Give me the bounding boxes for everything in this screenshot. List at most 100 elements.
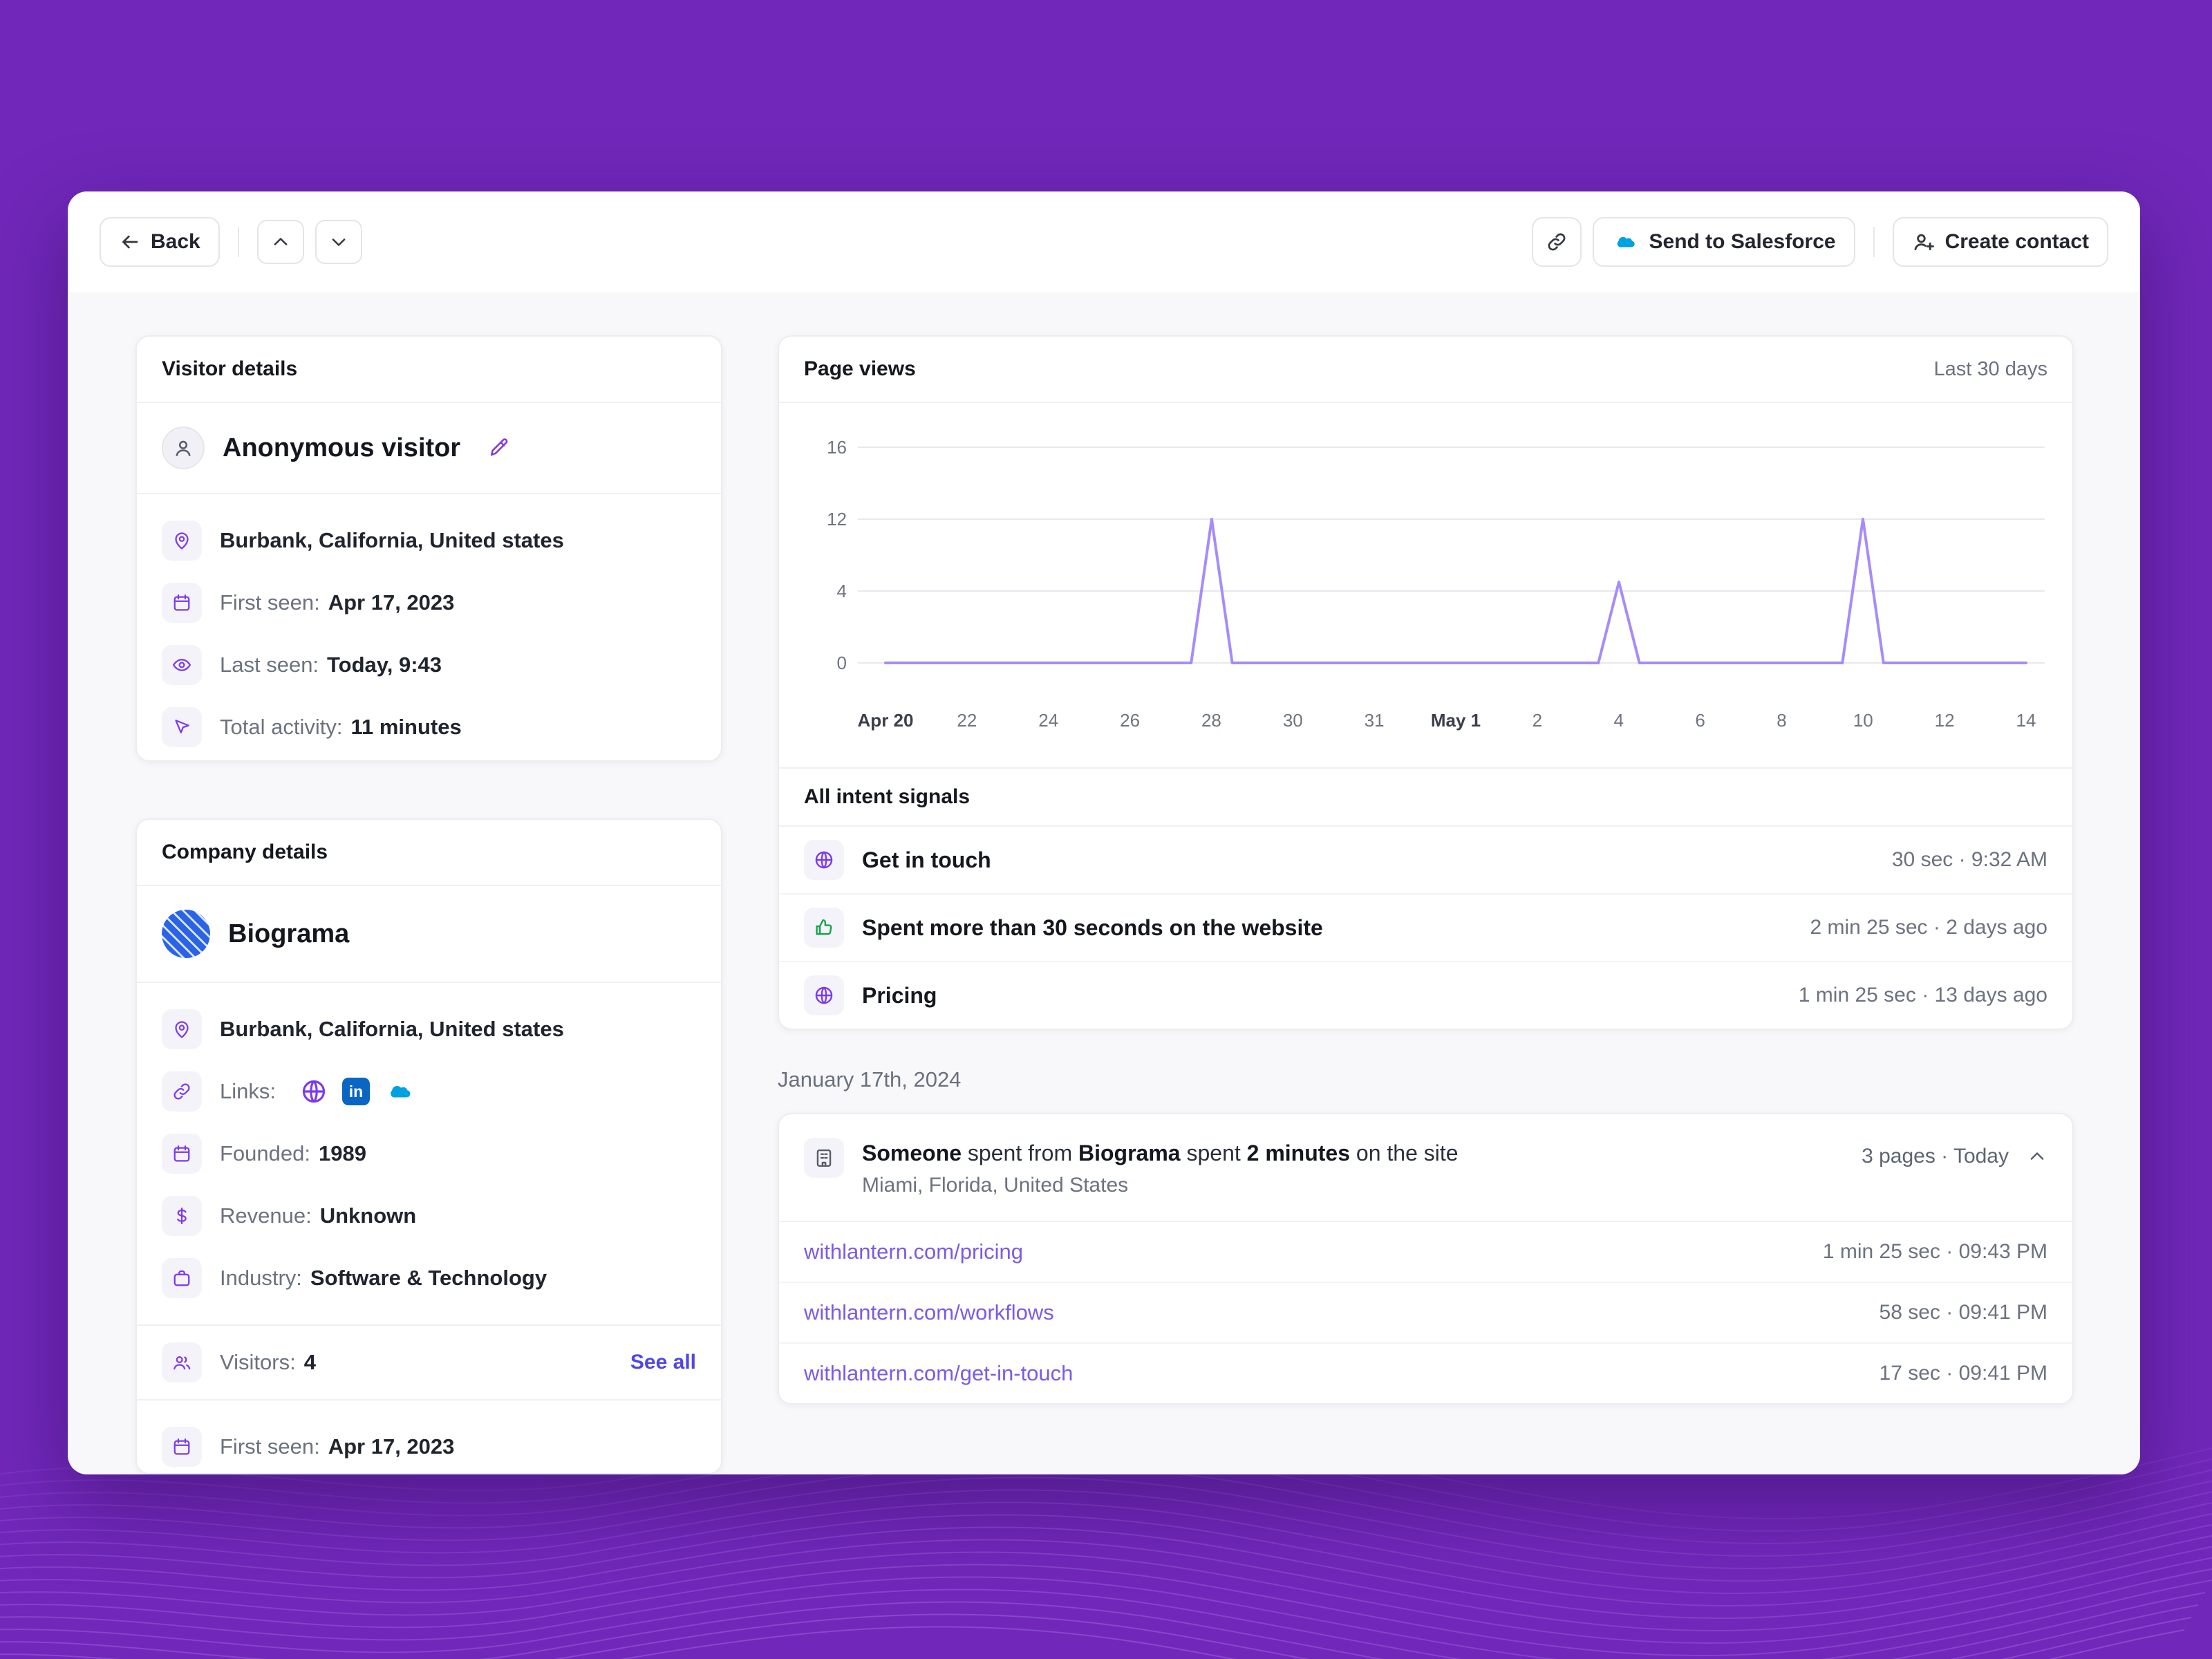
visitor-details-header: Visitor details: [137, 337, 721, 403]
toolbar-divider: [1873, 227, 1875, 257]
salesforce-icon[interactable]: [384, 1080, 417, 1103]
back-button-label: Back: [151, 230, 200, 253]
copy-link-button[interactable]: [1531, 217, 1582, 267]
svg-text:14: 14: [2016, 710, 2036, 731]
calendar-icon: [162, 583, 202, 623]
see-all-visitors-button[interactable]: See all: [630, 1351, 696, 1374]
chevron-up-icon: [274, 238, 288, 245]
company-links-row: Links: in: [162, 1060, 696, 1123]
visitors-label: Visitors:: [220, 1350, 296, 1375]
visitor-detail-rows: Burbank, California, United states First…: [137, 494, 721, 760]
company-first-seen-row-clipped: First seen: Apr 17, 2023: [137, 1399, 721, 1473]
visitor-name: Anonymous visitor: [223, 433, 461, 462]
activity-date-header: January 17th, 2024: [778, 1067, 962, 1091]
briefcase-icon: [162, 1258, 202, 1299]
page-views-chart-wrap: 16 12 4 0 Apr 20 22 24 26 28 30 31 May 1 2 4 6 8 10 12 14: [779, 403, 2072, 767]
create-contact-button[interactable]: Create contact: [1892, 217, 2108, 267]
page-url-link[interactable]: withlantern.com/pricing: [804, 1239, 1024, 1264]
activity-summary-text: Someone spent from Biograma spent 2 minu…: [862, 1141, 1459, 1165]
intent-signal-meta: 30 sec · 9:32 AM: [1891, 848, 2047, 871]
person-plus-icon: [1914, 234, 1934, 251]
company-name: Biograma: [228, 919, 350, 948]
visitor-first-seen-row: First seen: Apr 17, 2023: [162, 572, 696, 634]
visitor-location-row: Burbank, California, United states: [162, 509, 696, 572]
detail-value: Apr 17, 2023: [328, 1434, 455, 1459]
detail-label: Founded:: [220, 1141, 310, 1166]
company-details-header: Company details: [137, 820, 721, 887]
page-visit-row: withlantern.com/workflows 58 sec · 09:41…: [779, 1283, 2072, 1344]
activity-card: Someone spent from Biograma spent 2 minu…: [778, 1113, 2074, 1405]
svg-text:2: 2: [1533, 710, 1542, 731]
app-window: Back Send to Salesforce: [68, 191, 2140, 1474]
toolbar: Back Send to Salesforce: [68, 191, 2140, 292]
visitors-value: 4: [303, 1350, 316, 1375]
detail-value: Unknown: [319, 1203, 417, 1228]
activity-pages-list: withlantern.com/pricing 1 min 25 sec · 0…: [779, 1222, 2072, 1403]
person-icon: [176, 440, 191, 456]
svg-text:12: 12: [1935, 710, 1955, 731]
back-button[interactable]: Back: [100, 217, 220, 267]
intent-signal-row[interactable]: Spent more than 30 seconds on the websit…: [779, 894, 2072, 962]
calendar-icon: [162, 1134, 202, 1174]
link-icon: [1548, 233, 1565, 251]
biograma-logo: [162, 910, 210, 959]
visitor-details-title: Visitor details: [162, 357, 298, 380]
detail-value: Today, 9:43: [327, 653, 442, 677]
svg-text:8: 8: [1777, 710, 1786, 731]
detail-value: 1989: [319, 1141, 366, 1166]
page-visit-row: withlantern.com/pricing 1 min 25 sec · 0…: [779, 1222, 2072, 1283]
company-revenue-row: Revenue: Unknown: [162, 1185, 696, 1247]
page-url-link[interactable]: withlantern.com/workflows: [804, 1300, 1054, 1324]
intent-signals-list: Get in touch 30 sec · 9:32 AM Spent more…: [779, 827, 2072, 1029]
linkedin-icon[interactable]: in: [341, 1078, 370, 1106]
edit-visitor-name-button[interactable]: [487, 436, 510, 460]
svg-text:May 1: May 1: [1431, 710, 1481, 731]
building-icon: [804, 1138, 844, 1178]
previous-visitor-button[interactable]: [256, 220, 304, 264]
svg-text:4: 4: [1613, 710, 1623, 731]
svg-text:0: 0: [837, 653, 847, 673]
page-url-link[interactable]: withlantern.com/get-in-touch: [804, 1361, 1074, 1385]
intent-signal-meta: 2 min 25 sec · 2 days ago: [1810, 916, 2047, 939]
intent-signal-label: Get in touch: [862, 847, 991, 872]
detail-label: First seen:: [220, 1434, 320, 1459]
detail-value: Burbank, California, United states: [220, 1017, 564, 1042]
location-pin-icon: [162, 521, 202, 561]
intent-signal-row[interactable]: Pricing 1 min 25 sec · 13 days ago: [779, 962, 2072, 1029]
company-founded-row: Founded: 1989: [162, 1123, 696, 1185]
company-name-row: Biograma: [137, 886, 721, 984]
location-pin-icon: [162, 1009, 202, 1050]
activity-summary-row: Someone spent from Biograma spent 2 minu…: [779, 1114, 2072, 1222]
detail-value: Burbank, California, United states: [220, 528, 564, 552]
company-website-link[interactable]: [299, 1077, 328, 1106]
collapse-activity-button[interactable]: [2027, 1146, 2047, 1167]
dollar-icon: [162, 1196, 202, 1237]
page-visit-meta: 1 min 25 sec · 09:43 PM: [1822, 1240, 2047, 1263]
intent-signals-header: All intent signals: [779, 767, 2072, 827]
visitor-total-activity-row: Total activity: 11 minutes: [162, 696, 696, 758]
svg-text:6: 6: [1695, 710, 1705, 731]
chevron-up-icon: [2030, 1152, 2044, 1160]
content-area: Visitor details Anonymous visitor: [68, 292, 2140, 1474]
svg-text:22: 22: [957, 710, 977, 731]
globe-icon: [302, 1080, 326, 1103]
svg-text:16: 16: [827, 437, 847, 458]
svg-text:24: 24: [1038, 710, 1058, 731]
chevron-down-icon: [332, 238, 346, 246]
svg-text:10: 10: [1853, 710, 1873, 731]
detail-label: Links:: [220, 1079, 276, 1104]
activity-location: Miami, Florida, United States: [862, 1174, 1129, 1197]
toolbar-divider: [237, 227, 239, 257]
intent-signal-row[interactable]: Get in touch 30 sec · 9:32 AM: [779, 827, 2072, 894]
svg-text:4: 4: [837, 581, 847, 601]
send-to-salesforce-button[interactable]: Send to Salesforce: [1592, 217, 1855, 267]
detail-value: Software & Technology: [310, 1266, 547, 1291]
svg-text:30: 30: [1283, 710, 1303, 731]
link-icon: [162, 1071, 202, 1112]
next-visitor-button[interactable]: [315, 220, 362, 264]
detail-label: Industry:: [220, 1266, 302, 1291]
arrow-left-icon: [122, 235, 138, 249]
svg-text:12: 12: [827, 509, 847, 529]
page-visit-row: withlantern.com/get-in-touch 17 sec · 09…: [779, 1344, 2072, 1403]
globe-icon: [804, 975, 844, 1015]
